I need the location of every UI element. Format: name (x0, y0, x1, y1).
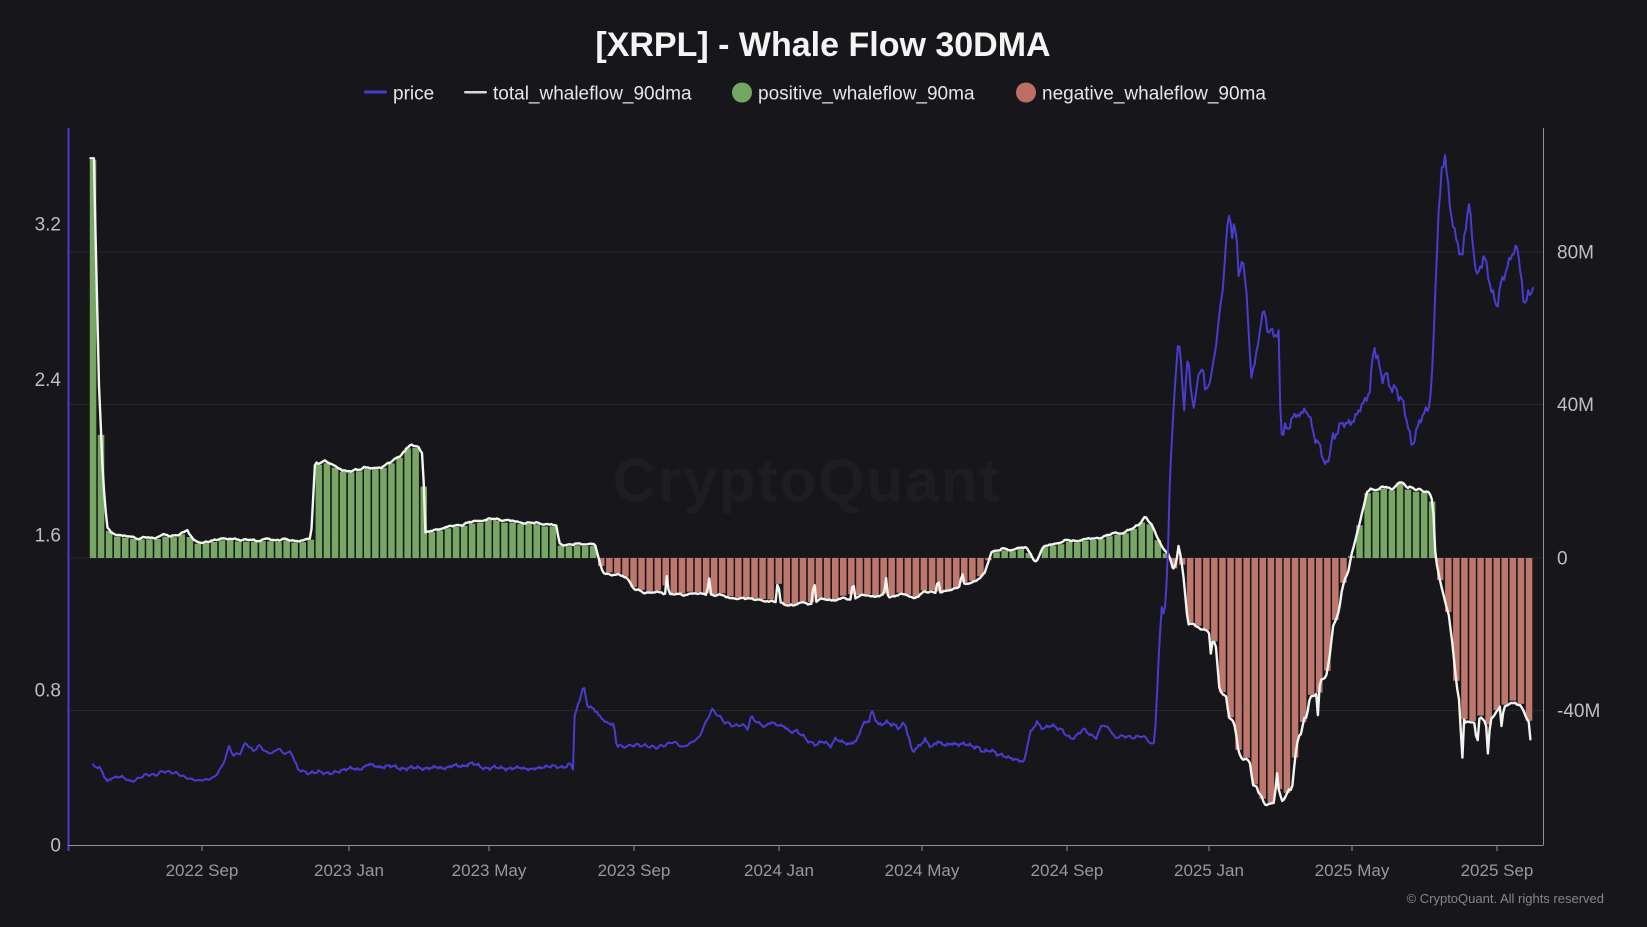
svg-text:negative_whaleflow_90ma: negative_whaleflow_90ma (1042, 84, 1266, 105)
svg-text:2025 Jan: 2025 Jan (1174, 861, 1244, 880)
svg-text:2025 Sep: 2025 Sep (1461, 861, 1534, 880)
svg-text:2024 Jan: 2024 Jan (744, 861, 814, 880)
svg-text:2024 Sep: 2024 Sep (1031, 861, 1104, 880)
svg-text:1.6: 1.6 (35, 526, 61, 547)
svg-text:[XRPL] - Whale Flow 30DMA: [XRPL] - Whale Flow 30DMA (595, 26, 1050, 64)
svg-text:2023 May: 2023 May (452, 861, 527, 880)
svg-text:2.4: 2.4 (35, 370, 62, 391)
svg-text:2022 Sep: 2022 Sep (166, 861, 239, 880)
svg-text:positive_whaleflow_90ma: positive_whaleflow_90ma (758, 84, 975, 105)
svg-text:-40M: -40M (1557, 701, 1600, 722)
svg-text:0: 0 (1557, 549, 1568, 570)
svg-text:total_whaleflow_90dma: total_whaleflow_90dma (493, 84, 692, 105)
svg-text:2024 May: 2024 May (885, 861, 960, 880)
svg-text:price: price (393, 84, 434, 105)
svg-text:© CryptoQuant. All rights rese: © CryptoQuant. All rights reserved (1407, 891, 1604, 906)
svg-text:0: 0 (50, 836, 61, 857)
svg-text:0.8: 0.8 (35, 681, 61, 702)
svg-text:2023 Jan: 2023 Jan (314, 861, 384, 880)
svg-text:CryptoQuant: CryptoQuant (613, 447, 1002, 514)
svg-text:2023 Sep: 2023 Sep (598, 861, 671, 880)
svg-text:3.2: 3.2 (35, 215, 61, 236)
svg-text:80M: 80M (1557, 243, 1594, 264)
svg-text:40M: 40M (1557, 395, 1594, 416)
svg-text:2025 May: 2025 May (1315, 861, 1390, 880)
